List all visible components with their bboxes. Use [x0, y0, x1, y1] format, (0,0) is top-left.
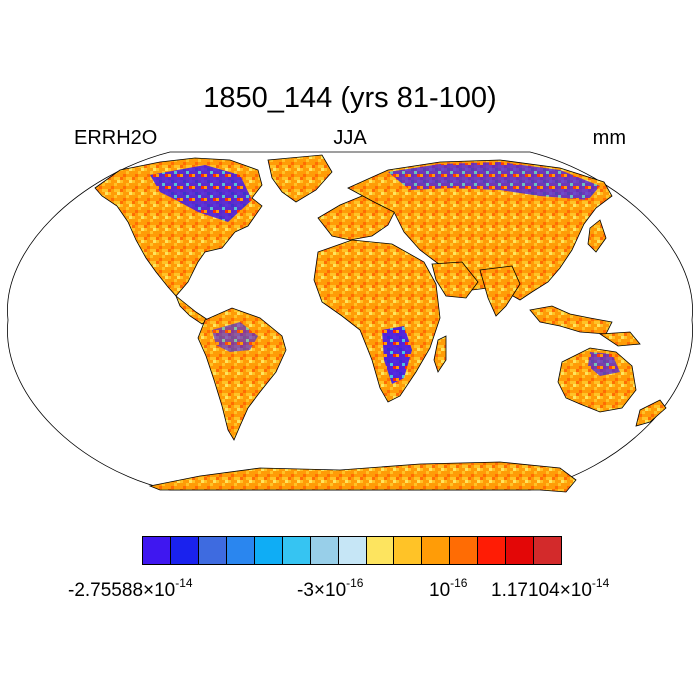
colorbar-box-1: [170, 537, 199, 564]
units-label: mm: [592, 127, 626, 149]
colorbar-box-0: [143, 537, 171, 564]
australia: [557, 347, 637, 413]
variable-name: ERRH2O: [74, 127, 158, 149]
colorbar-label-max: 1.17104×10-14: [491, 576, 610, 601]
colorbar-box-11: [450, 537, 479, 564]
madagascar: [433, 335, 447, 373]
colorbar-box-2: [198, 537, 227, 564]
colorbar-label-neg-small: -3×10-16: [297, 576, 364, 601]
colorbar-box-10: [422, 537, 451, 564]
colorbar-label-min: -2.75588×10-14: [68, 576, 193, 601]
colorbar-box-12: [478, 537, 507, 564]
new-zealand: [635, 399, 667, 427]
indonesia: [529, 305, 613, 335]
colorbar-box-14: [534, 537, 562, 564]
colorbar-box-4: [254, 537, 283, 564]
antarctica: [148, 461, 577, 493]
japan: [587, 219, 607, 253]
new-guinea: [598, 331, 641, 347]
colorbar-box-6: [310, 537, 339, 564]
colorbar-box-9: [394, 537, 423, 564]
colorbar-box-5: [282, 537, 311, 564]
greenland: [267, 154, 333, 203]
colorbar-box-13: [506, 537, 535, 564]
colorbar-box-8: [366, 537, 395, 564]
colorbar: [142, 536, 562, 565]
arabian-peninsula: [431, 261, 479, 299]
season-label: JJA: [333, 127, 367, 149]
plot-title: 1850_144 (yrs 81-100): [203, 82, 497, 114]
colorbar-box-3: [226, 537, 255, 564]
colorbar-label-pos-small: 10-16: [429, 576, 468, 601]
india: [479, 265, 521, 317]
colorbar-box-7: [338, 537, 367, 564]
